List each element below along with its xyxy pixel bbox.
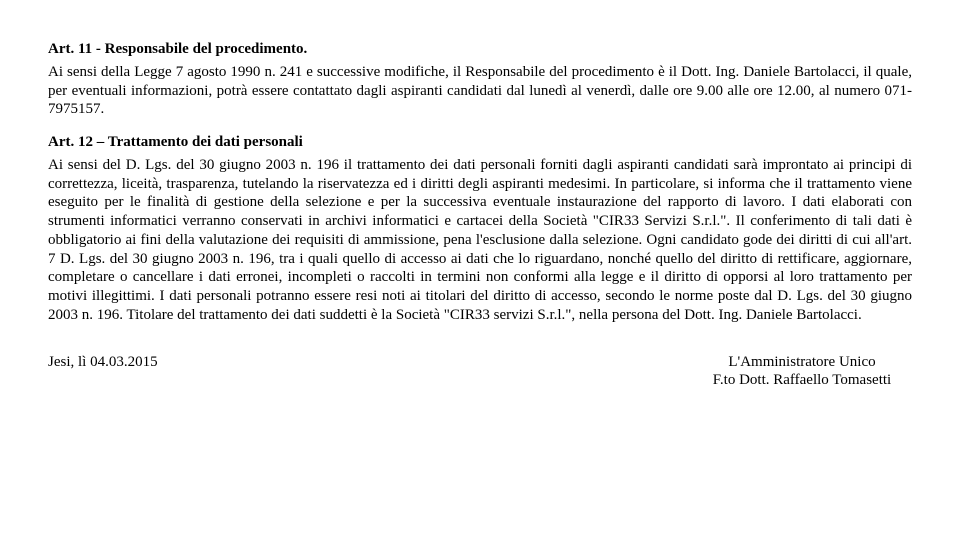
article-11-body: Ai sensi della Legge 7 agosto 1990 n. 24… [48, 63, 912, 119]
signature-place-date: Jesi, lì 04.03.2015 [48, 353, 158, 391]
article-11-title: Art. 11 - Responsabile del procedimento. [48, 40, 912, 59]
article-12-title: Art. 12 – Trattamento dei dati personali [48, 133, 912, 152]
signature-name: F.to Dott. Raffaello Tomasetti [692, 371, 912, 390]
signature-block: Jesi, lì 04.03.2015 L'Amministratore Uni… [48, 353, 912, 391]
signature-right: L'Amministratore Unico F.to Dott. Raffae… [692, 353, 912, 391]
article-12-body: Ai sensi del D. Lgs. del 30 giugno 2003 … [48, 156, 912, 325]
signature-role: L'Amministratore Unico [692, 353, 912, 372]
